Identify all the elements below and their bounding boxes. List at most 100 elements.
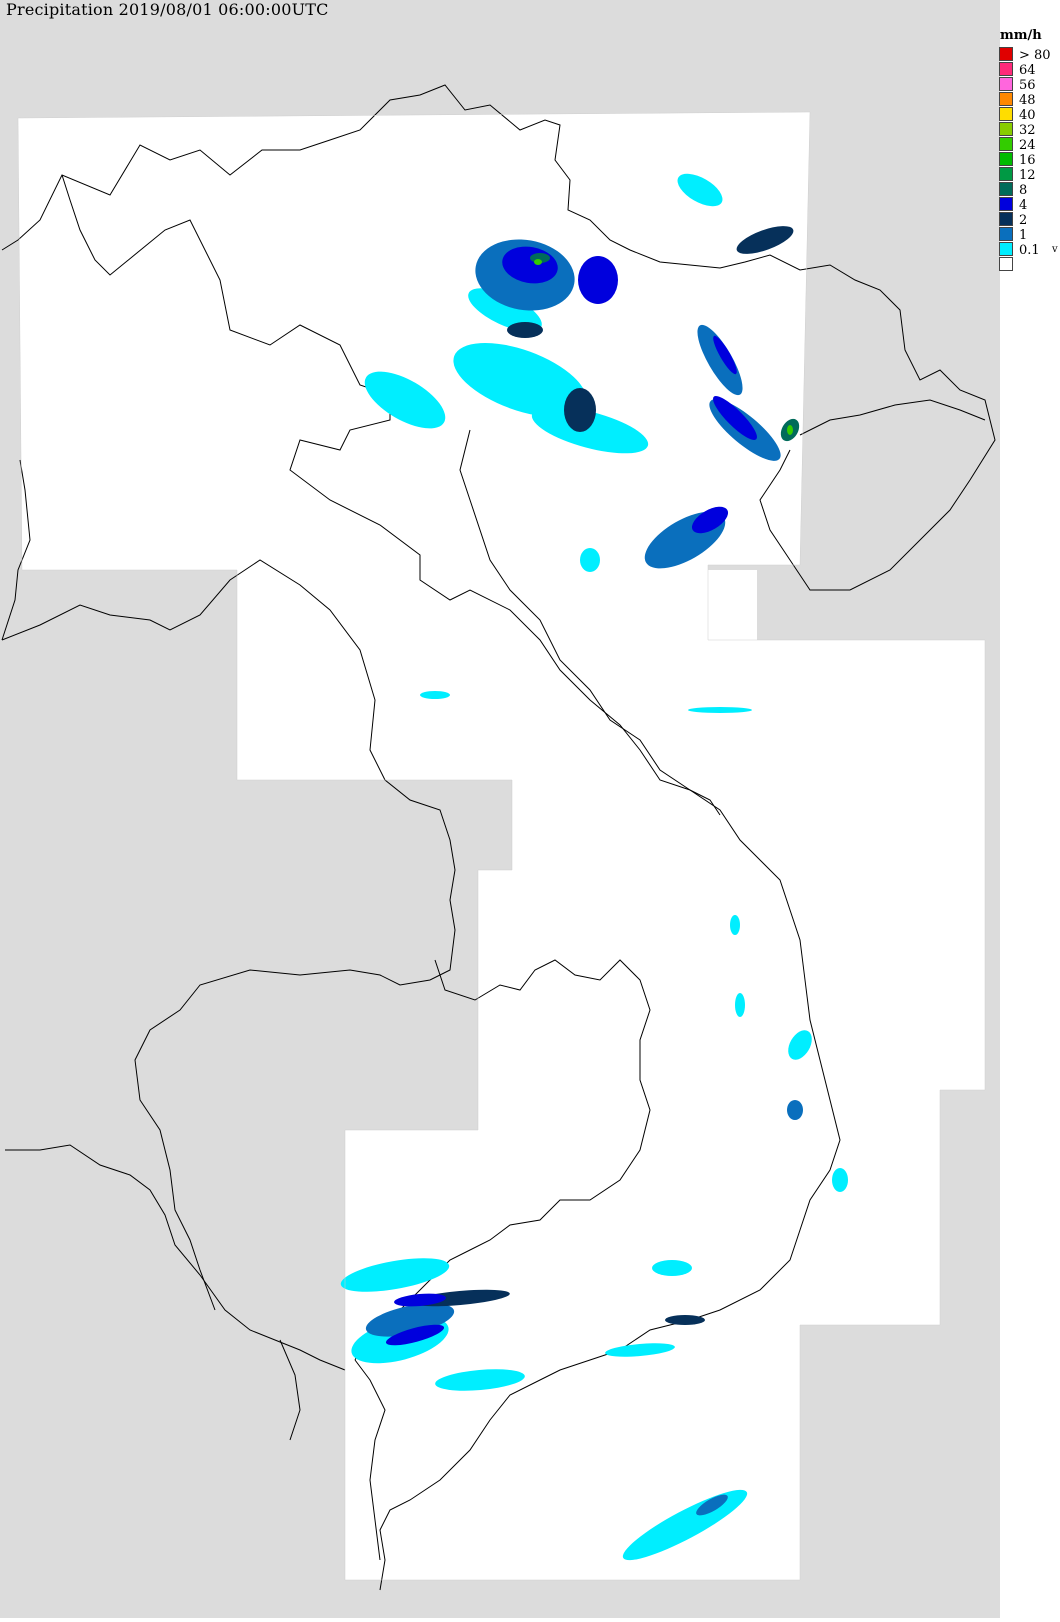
legend-row: 12	[998, 167, 1058, 182]
legend-swatch	[999, 77, 1013, 91]
legend-row: 4	[998, 197, 1058, 212]
border-west-north	[1, 459, 31, 641]
border-north	[1, 84, 996, 591]
borders	[1, 84, 996, 1591]
legend-row: 0.1	[998, 242, 1058, 257]
legend-row: 40	[998, 107, 1058, 122]
echo-level-2	[410, 226, 794, 1325]
legend-swatch	[999, 182, 1013, 196]
legend-row: 8	[998, 182, 1058, 197]
legend-swatch	[999, 92, 1013, 106]
border-laos-north	[61, 174, 721, 816]
border-laos-west	[1, 559, 456, 1311]
legend-label: 56	[1019, 78, 1036, 93]
legend-row: 64	[998, 62, 1058, 77]
echo-0-1-northwest	[364, 371, 446, 429]
legend-swatch	[999, 212, 1013, 226]
legend-row	[998, 257, 1058, 272]
echo-1-coast	[787, 1100, 803, 1120]
legend-swatch	[999, 122, 1013, 136]
legend-row: 1	[998, 227, 1058, 242]
echo-2-north-1	[564, 388, 596, 432]
echo-0-1-red-river	[468, 288, 542, 332]
legend-swatch	[999, 227, 1013, 241]
radar-coverage	[18, 112, 985, 1580]
legend-swatch	[999, 257, 1013, 271]
echo-1-offshore	[696, 1494, 728, 1516]
echo-4-east-band	[713, 335, 737, 375]
legend-unit: mm/h	[1000, 28, 1042, 43]
echo-2-south-east	[665, 1315, 705, 1325]
legend-label: 24	[1019, 138, 1036, 153]
legend-swatch	[999, 242, 1013, 256]
echo-0-1-northern-band	[453, 343, 587, 417]
echo-0-1-northeast	[677, 173, 723, 207]
echo-2-northeast	[736, 226, 794, 254]
legend-label: 64	[1019, 63, 1036, 78]
legend-row: 24	[998, 137, 1058, 152]
coast-gulf	[279, 1339, 301, 1441]
echo-0-1-delta	[435, 1369, 525, 1391]
echo-4-south	[385, 1324, 445, 1346]
legend-swatch	[999, 197, 1013, 211]
legend-arrow-mark: v	[1052, 244, 1058, 255]
legend-swatch	[999, 47, 1013, 61]
legend-row: > 80	[998, 47, 1058, 62]
echo-0-1-south-9	[580, 548, 600, 572]
echo-4-north-2	[578, 256, 618, 304]
legend-label: 4	[1019, 198, 1028, 213]
coast-central	[379, 429, 841, 1591]
map-title: Precipitation 2019/08/01 06:00:00UTC	[6, 0, 329, 19]
legend-swatch	[999, 137, 1013, 151]
precip-echoes	[340, 173, 848, 1561]
legend-label: 16	[1019, 153, 1036, 168]
echo-0-1-central-5	[832, 1168, 848, 1192]
echo-level-16	[534, 259, 793, 435]
echo-0-1-central-3	[730, 915, 740, 935]
legend-label: 8	[1019, 183, 1028, 198]
echo-0-1-central-1	[688, 707, 752, 713]
echo-0-1-central-6	[735, 993, 745, 1017]
echo-0-1-central-2	[420, 691, 450, 699]
legend-label: 12	[1019, 168, 1036, 183]
legend-swatch	[999, 107, 1013, 121]
legend-label: 0.1	[1019, 243, 1040, 258]
echo-level-4	[385, 246, 757, 1346]
legend-swatch	[999, 167, 1013, 181]
echo-0-1-gulf-north	[531, 406, 649, 454]
echo-0-1-central-8	[605, 1343, 675, 1357]
legend-label: > 80	[1019, 48, 1051, 63]
echo-4-gulf-2	[691, 506, 729, 534]
legend-row: 2	[998, 212, 1058, 227]
legend-row: 32	[998, 122, 1058, 137]
coverage-north	[18, 112, 985, 1580]
legend-row: 56	[998, 77, 1058, 92]
legend-label: 48	[1019, 93, 1036, 108]
border-cambodia	[354, 959, 651, 1361]
legend-swatch	[999, 152, 1013, 166]
echo-0-1-south-band	[340, 1258, 450, 1292]
echo-16-gulf	[787, 425, 793, 435]
echo-4-south-2	[394, 1293, 446, 1307]
coverage-outline	[17, 111, 986, 1581]
legend-label: 32	[1019, 123, 1036, 138]
echo-2-north-2	[507, 322, 543, 338]
legend-swatch	[999, 62, 1013, 76]
coverage-central	[237, 570, 757, 780]
legend-row: 48	[998, 92, 1058, 107]
legend-row: 16	[998, 152, 1058, 167]
coast-mekong	[354, 1359, 386, 1561]
coast-thailand	[5, 1144, 346, 1371]
legend-label: 2	[1019, 213, 1028, 228]
coast-hainan	[799, 399, 986, 436]
echo-16-north	[534, 259, 542, 265]
echo-0-1-central-7	[652, 1260, 692, 1276]
legend-label: 40	[1019, 108, 1036, 123]
echo-1-south-core	[365, 1303, 455, 1337]
echo-4-gulf-1	[713, 396, 757, 440]
echo-0-1-central-4	[788, 1030, 812, 1060]
echo-1-east-band	[697, 324, 743, 396]
legend-label: 1	[1019, 228, 1028, 243]
